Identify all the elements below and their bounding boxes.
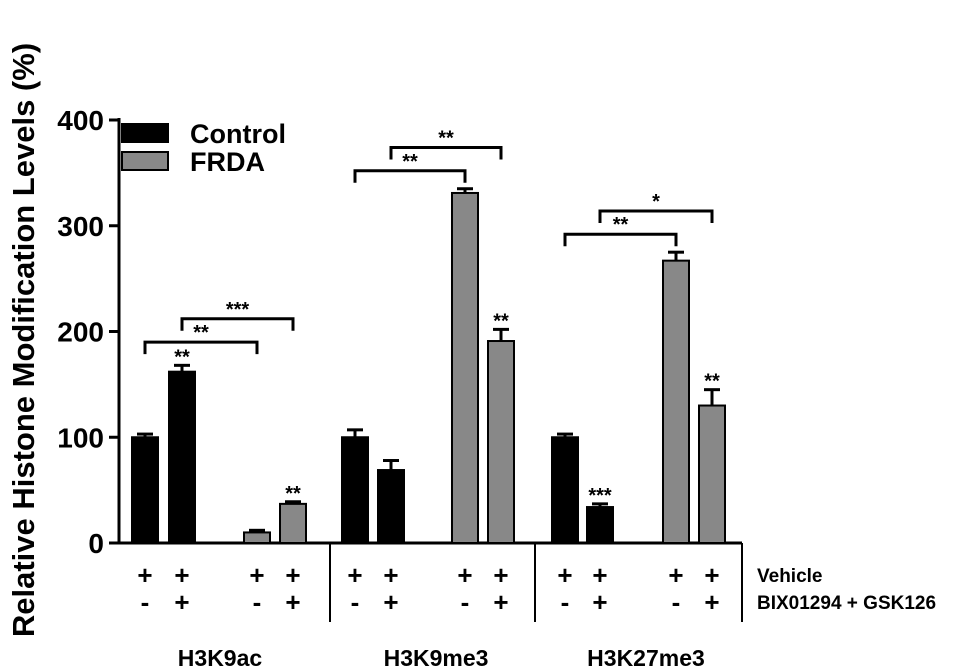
treatment-sign-vehicle: + (704, 560, 719, 590)
significance-label: ** (704, 371, 720, 393)
treatment-sign-vehicle: + (592, 560, 607, 590)
significance-label: ** (174, 346, 190, 368)
bar (341, 436, 369, 544)
y-tick-label: 200 (57, 317, 104, 348)
treatment-sign-bix: + (704, 587, 719, 617)
legend-swatch (121, 123, 169, 143)
significance-label: ** (402, 151, 418, 173)
treatment-sign-bix: - (561, 587, 570, 617)
treatment-sign-vehicle: + (137, 560, 152, 590)
legend-label: Control (190, 119, 286, 149)
bar (279, 502, 307, 544)
legend-swatch (121, 151, 169, 171)
bar (487, 340, 515, 544)
significance-bracket (389, 145, 503, 160)
treatment-sign-vehicle: + (383, 560, 398, 590)
bar (451, 191, 479, 544)
significance-label: ** (493, 310, 509, 332)
significance-label: *** (226, 299, 250, 321)
significance-label: ** (438, 127, 454, 149)
y-tick-label: 0 (88, 528, 104, 559)
treatment-sign-vehicle: + (457, 560, 472, 590)
treatment-sign-bix: - (253, 587, 262, 617)
treatment-sign-vehicle: + (174, 560, 189, 590)
treatment-sign-bix: + (383, 587, 398, 617)
treatment-sign-vehicle: + (249, 560, 264, 590)
bar (243, 531, 271, 544)
significance-bracket (598, 209, 714, 223)
significance-label: * (652, 191, 660, 213)
treatment-sign-bix: + (174, 587, 189, 617)
row-label-bix: BIX01294 + GSK126 (757, 593, 936, 614)
annotations: *********************** (143, 127, 720, 507)
treatment-sign-vehicle: + (557, 560, 572, 590)
significance-bracket (180, 317, 295, 331)
bar (168, 370, 196, 544)
group-label: H3K9me3 (384, 645, 489, 671)
treatment-sign-bix: - (351, 587, 360, 617)
group-label: H3K27me3 (587, 645, 705, 671)
row-label-vehicle: Vehicle (757, 566, 823, 587)
bar (698, 404, 726, 544)
bar (662, 259, 690, 544)
significance-bracket (353, 169, 467, 183)
significance-bracket (563, 232, 678, 247)
bar (551, 436, 579, 544)
treatment-sign-bix: + (493, 587, 508, 617)
group-label: H3K9ac (178, 645, 263, 671)
significance-label: ** (613, 214, 629, 236)
treatment-sign-vehicle: + (285, 560, 300, 590)
bar (377, 469, 405, 544)
significance-label: *** (588, 485, 612, 507)
y-axis-label: Relative Histone Modification Levels (%) (6, 43, 41, 637)
treatment-sign-vehicle: + (493, 560, 508, 590)
bar (586, 506, 614, 545)
bars (131, 187, 726, 545)
treatment-sign-vehicle: + (668, 560, 683, 590)
treatment-sign-vehicle: + (347, 560, 362, 590)
legend-label: FRDA (190, 147, 265, 177)
treatment-sign-bix: - (672, 587, 681, 617)
treatment-sign-bix: + (592, 587, 607, 617)
treatment-sign-bix: + (285, 587, 300, 617)
significance-bracket (143, 340, 259, 355)
treatment-sign-bix: - (141, 587, 150, 617)
significance-label: ** (193, 322, 209, 344)
y-tick-label: 100 (57, 422, 104, 453)
y-tick-label: 300 (57, 211, 104, 242)
treatment-sign-bix: - (461, 587, 470, 617)
axes: 0 100 200 300 400 (57, 105, 743, 622)
bar (131, 436, 159, 544)
y-tick-label: 400 (57, 105, 104, 136)
treatment-table: +-+++-++H3K9ac+-+++-++H3K9me3+-+++-++H3K… (137, 560, 936, 671)
significance-label: ** (285, 483, 301, 505)
